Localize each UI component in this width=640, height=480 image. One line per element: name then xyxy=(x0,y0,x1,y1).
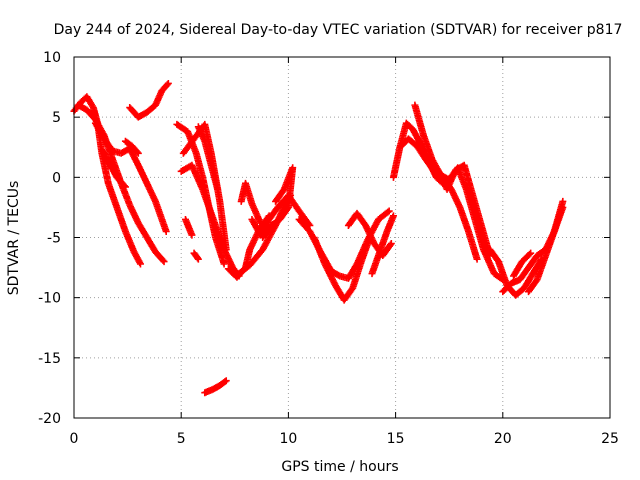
data-point xyxy=(134,149,142,157)
x-tick-label: 25 xyxy=(601,431,619,447)
data-point xyxy=(257,219,265,227)
data-point xyxy=(527,249,535,257)
data-point xyxy=(386,241,394,249)
data-point xyxy=(120,182,128,190)
chart-title: Day 244 of 2024, Sidereal Day-to-day VTE… xyxy=(54,22,623,38)
data-points xyxy=(70,79,567,397)
series-t3 xyxy=(91,119,170,235)
y-axis-label: SDTVAR / TECUs xyxy=(6,181,22,296)
y-tick-label: -15 xyxy=(38,351,61,367)
data-point xyxy=(384,208,392,216)
data-point xyxy=(387,240,395,248)
x-tick-label: 0 xyxy=(70,431,79,447)
y-tick-label: 0 xyxy=(52,170,61,186)
series-t13 xyxy=(237,179,265,227)
data-point xyxy=(133,148,141,156)
data-point xyxy=(272,197,280,205)
x-axis-label: GPS time / hours xyxy=(281,459,398,475)
series-t10 xyxy=(194,123,222,193)
x-tick-label: 5 xyxy=(177,431,186,447)
data-point xyxy=(188,231,196,239)
data-point xyxy=(221,378,229,386)
x-tick-label: 15 xyxy=(387,431,405,447)
y-tick-label: 10 xyxy=(43,50,61,66)
series-t5 xyxy=(126,79,172,121)
data-point xyxy=(272,196,280,204)
series-t26 xyxy=(525,203,567,296)
y-tick-label: -5 xyxy=(47,231,61,247)
data-point xyxy=(559,203,567,211)
data-point xyxy=(136,258,144,266)
series-t4 xyxy=(98,146,129,191)
axis-ticks xyxy=(73,56,611,419)
data-point xyxy=(559,197,567,205)
data-point xyxy=(525,250,533,258)
x-tick-label: 20 xyxy=(494,431,512,447)
data-point xyxy=(214,185,222,193)
data-point xyxy=(334,271,342,279)
data-point xyxy=(473,255,481,263)
data-point xyxy=(162,227,170,235)
data-point xyxy=(159,256,167,264)
data-point xyxy=(136,260,144,268)
series-t15 xyxy=(248,191,314,239)
series-t29 xyxy=(181,215,196,239)
x-tick-label: 10 xyxy=(279,431,297,447)
series-t28 xyxy=(190,249,202,263)
series-t6 xyxy=(121,137,142,157)
data-point xyxy=(193,254,201,262)
series-t19 xyxy=(368,212,397,278)
data-point xyxy=(222,377,230,385)
series-t17 xyxy=(310,234,374,304)
data-point xyxy=(164,79,172,87)
y-tick-label: 5 xyxy=(52,110,61,126)
data-point xyxy=(220,260,228,268)
data-point xyxy=(163,81,171,89)
data-point xyxy=(121,183,129,191)
series-t23 xyxy=(434,161,494,260)
series-t14 xyxy=(259,164,297,241)
y-tick-labels: -20 -15 -10 -5 0 5 10 xyxy=(38,50,61,427)
y-tick-label: -20 xyxy=(38,411,61,427)
data-point xyxy=(160,258,168,266)
data-point xyxy=(385,207,393,215)
data-point xyxy=(389,212,397,220)
series-t27 xyxy=(510,249,535,280)
data-point xyxy=(194,255,202,263)
y-tick-label: -10 xyxy=(38,291,61,307)
x-tick-labels: 0 5 10 15 20 25 xyxy=(70,431,619,447)
series-t30 xyxy=(201,377,230,397)
